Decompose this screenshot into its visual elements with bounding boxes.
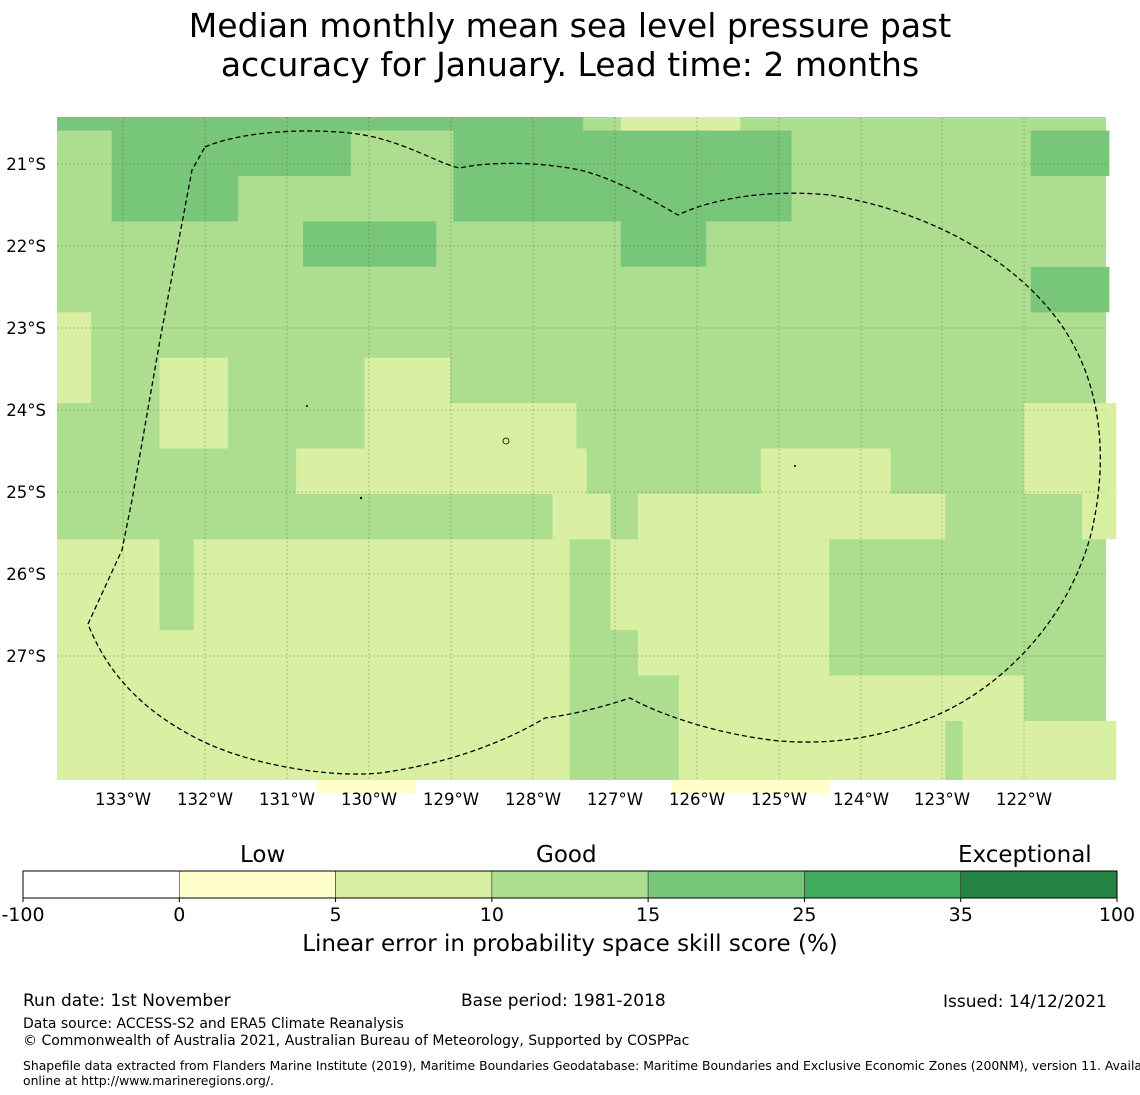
grid-cell <box>1030 130 1110 176</box>
colorbar-tick-label: 100 <box>1099 904 1135 926</box>
colorbar-segment <box>491 870 649 899</box>
shapefile-credit-line-2: online at http://www.marineregions.org/. <box>23 1073 274 1088</box>
grid-cell <box>678 493 830 780</box>
colorbar-tick-label: 35 <box>949 904 973 926</box>
colorbar: -100 0 5 10 15 25 35 100 <box>1 870 1135 926</box>
grid-cell <box>303 221 437 267</box>
title-line-1: Median monthly mean sea level pressure p… <box>188 6 952 45</box>
grid-cell <box>1024 403 1117 494</box>
colorbar-segment <box>22 870 180 899</box>
lon-label: 122°W <box>996 790 1052 809</box>
grid-cell <box>945 675 1024 721</box>
eez-boundary <box>87 130 1101 775</box>
grid-cell <box>962 721 1117 780</box>
colorbar-segment <box>647 870 805 899</box>
grid-cell <box>57 539 160 780</box>
grid-cell <box>1030 266 1110 313</box>
lon-label: 132°W <box>177 790 233 809</box>
lon-label: 131°W <box>259 790 315 809</box>
map-title: Median monthly mean sea level pressure p… <box>0 6 1140 84</box>
lat-label: 25°S <box>6 483 46 502</box>
island <box>794 465 796 467</box>
lon-label: 128°W <box>505 790 561 809</box>
lon-label: 123°W <box>914 790 970 809</box>
grid-cell <box>494 176 563 222</box>
grid-cell <box>296 448 450 494</box>
grid-cell <box>791 130 953 222</box>
islands <box>306 405 796 500</box>
grid-cell <box>829 675 946 780</box>
grid-cell <box>521 403 577 494</box>
graticule <box>57 117 1106 780</box>
colorbar-tick-label: 5 <box>330 904 342 926</box>
latitude-labels: 21°S 22°S 23°S 24°S 25°S 26°S 27°S <box>6 155 46 666</box>
colorbar-segment <box>335 870 493 899</box>
base-period: Base period: 1981-2018 <box>461 991 666 1011</box>
grid-cell <box>610 539 638 631</box>
lat-label: 24°S <box>6 401 46 420</box>
island <box>502 437 510 445</box>
colorbar-frame <box>22 870 1118 899</box>
lat-label: 22°S <box>6 237 46 256</box>
colorbar-segment <box>960 870 1118 899</box>
lon-label: 124°W <box>833 790 889 809</box>
issued-date: Issued: 14/12/2021 <box>943 992 1107 1012</box>
category-exceptional: Exceptional <box>958 842 1092 868</box>
copyright: © Commonwealth of Australia 2021, Austra… <box>23 1033 690 1049</box>
island <box>306 405 308 407</box>
grid-cell <box>57 117 584 131</box>
grid-cell <box>576 493 611 540</box>
title-line-2: accuracy for January. Lead time: 2 month… <box>220 45 920 84</box>
grid-cell <box>238 130 351 176</box>
shapefile-credit-line-1: Shapefile data extracted from Flanders M… <box>23 1058 1140 1073</box>
grid-cell <box>193 539 331 780</box>
grid-cell <box>672 780 830 794</box>
lon-label: 130°W <box>341 790 397 809</box>
colorbar-tick-label: 15 <box>636 904 660 926</box>
skill-score-grid <box>57 117 1117 794</box>
category-low: Low <box>240 842 286 868</box>
lon-label: 125°W <box>751 790 807 809</box>
grid-cell <box>760 448 891 494</box>
lat-label: 21°S <box>6 155 46 174</box>
grid-cell <box>350 130 454 176</box>
lat-label: 23°S <box>6 319 46 338</box>
grid-cell <box>1082 493 1117 540</box>
grid-cell <box>57 312 92 404</box>
colorbar-segment <box>178 870 336 899</box>
colorbar-tick-label: -100 <box>1 904 44 926</box>
grid-cell <box>620 117 741 131</box>
colorbar-label: Linear error in probability space skill … <box>302 931 838 957</box>
run-date: Run date: 1st November <box>23 991 231 1011</box>
lat-label: 26°S <box>6 565 46 584</box>
colorbar-tick-label: 25 <box>792 904 816 926</box>
category-good: Good <box>536 842 597 868</box>
lon-label: 126°W <box>669 790 725 809</box>
grid-cell <box>576 176 700 222</box>
lon-label: 127°W <box>587 790 643 809</box>
data-source: Data source: ACCESS-S2 and ERA5 Climate … <box>23 1016 404 1032</box>
grid-cell <box>706 130 792 222</box>
lat-label: 27°S <box>6 647 46 666</box>
longitude-labels: 133°W 132°W 131°W 130°W 129°W 128°W 127°W 126°W… <box>95 790 1052 809</box>
colorbar-tick-label: 0 <box>173 904 185 926</box>
grid-cell <box>637 493 679 676</box>
grid-cell <box>159 357 228 449</box>
grid-cell <box>159 630 194 780</box>
island <box>359 496 363 500</box>
colorbar-tick-label: 10 <box>480 904 504 926</box>
grid-cell <box>111 130 239 222</box>
lon-label: 133°W <box>95 790 151 809</box>
colorbar-segment <box>804 870 962 899</box>
grid-cell <box>316 780 416 794</box>
grid-cell <box>829 493 946 540</box>
grid-cell <box>330 539 570 780</box>
lon-label: 129°W <box>423 790 479 809</box>
